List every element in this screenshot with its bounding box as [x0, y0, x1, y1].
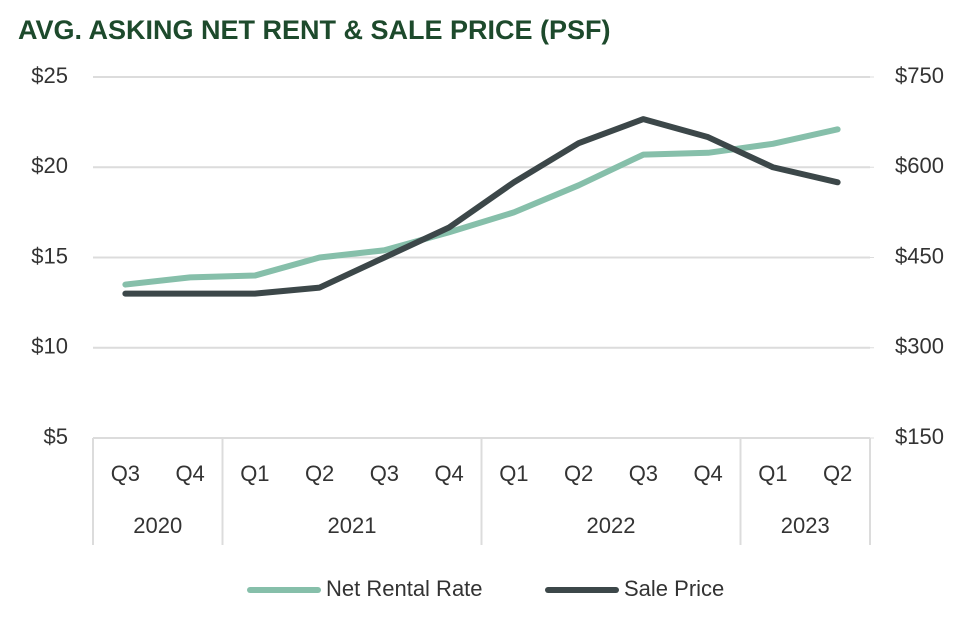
x-tick-label: Q4 — [434, 461, 463, 486]
x-tick-label: Q4 — [175, 461, 204, 486]
y2-tick-label: $750 — [895, 63, 944, 88]
x-tick-label: Q2 — [305, 461, 334, 486]
x-tick-label: Q4 — [693, 461, 722, 486]
x-group-label: 2023 — [781, 513, 830, 538]
y2-tick-label: $450 — [895, 243, 944, 268]
x-tick-label: Q2 — [564, 461, 593, 486]
y-tick-label: $10 — [31, 334, 68, 359]
x-tick-label: Q2 — [823, 461, 852, 486]
series-line — [122, 116, 841, 297]
y-tick-label: $5 — [44, 424, 68, 449]
y-tick-label: $15 — [31, 243, 68, 268]
y2-tick-label: $300 — [895, 334, 944, 359]
y2-tick-label: $600 — [895, 153, 944, 178]
x-group-label: 2021 — [328, 513, 377, 538]
chart-title: AVG. ASKING NET RENT & SALE PRICE (PSF) — [18, 15, 611, 45]
y2-tick-label: $150 — [895, 424, 944, 449]
legend-label: Net Rental Rate — [326, 576, 483, 601]
x-tick-label: Q3 — [111, 461, 140, 486]
x-tick-label: Q1 — [499, 461, 528, 486]
x-group-label: 2020 — [133, 513, 182, 538]
x-tick-label: Q1 — [758, 461, 787, 486]
x-tick-label: Q3 — [629, 461, 658, 486]
legend-label: Sale Price — [624, 576, 724, 601]
series-line — [122, 126, 841, 288]
x-group-label: 2022 — [587, 513, 636, 538]
y-tick-label: $20 — [31, 153, 68, 178]
x-tick-label: Q3 — [370, 461, 399, 486]
y-tick-label: $25 — [31, 63, 68, 88]
x-tick-label: Q1 — [240, 461, 269, 486]
